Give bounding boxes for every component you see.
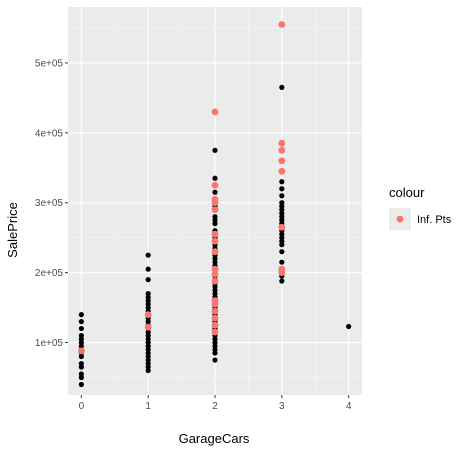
data-point-main <box>78 318 84 325</box>
legend-label-inf-pts: Inf. Pts <box>417 214 452 226</box>
data-point-inf-pts <box>211 199 219 207</box>
data-point-inf-pts <box>211 108 219 116</box>
data-point-main <box>279 193 285 199</box>
y-tick-label: 2e+05 <box>35 268 64 279</box>
data-point-inf-pts <box>77 347 85 355</box>
data-point-inf-pts <box>278 157 286 165</box>
data-point-main <box>279 179 285 185</box>
x-axis-ticks: 0 1 2 3 4 <box>79 395 352 412</box>
data-point-main <box>78 325 84 332</box>
legend-title: colour <box>389 185 425 200</box>
data-point-inf-pts <box>278 269 286 277</box>
y-tick-label: 3e+05 <box>35 198 64 209</box>
data-point-main <box>212 147 218 153</box>
data-point-main <box>212 221 218 227</box>
data-point-main <box>212 175 218 181</box>
data-point-main <box>279 242 285 248</box>
data-point-inf-pts <box>278 223 286 231</box>
data-point-main <box>279 278 285 284</box>
data-point-main <box>145 266 151 272</box>
y-tick-label: 4e+05 <box>35 128 64 139</box>
x-tick-label: 2 <box>212 401 218 412</box>
data-point-inf-pts <box>278 146 286 154</box>
data-point-main <box>145 367 151 374</box>
data-point-main <box>279 84 285 90</box>
y-axis-title: SalePrice <box>5 202 20 258</box>
data-point-inf-pts <box>211 270 219 278</box>
legend: colour Inf. Pts <box>389 185 452 230</box>
x-tick-label: 4 <box>346 401 352 412</box>
x-tick-label: 3 <box>279 401 285 412</box>
data-point-main <box>145 252 151 258</box>
data-point-inf-pts <box>211 277 219 285</box>
data-point-inf-pts <box>278 167 286 175</box>
data-point-main <box>346 323 352 330</box>
data-point-inf-pts <box>278 139 286 147</box>
data-point-inf-pts <box>211 181 219 189</box>
data-point-inf-pts <box>211 307 219 315</box>
data-point-inf-pts <box>144 323 152 331</box>
data-point-main <box>78 374 84 381</box>
data-point-inf-pts <box>211 300 219 308</box>
data-points <box>77 21 352 388</box>
data-point-main <box>212 357 218 363</box>
data-point-inf-pts <box>211 321 219 329</box>
data-point-main <box>78 353 84 360</box>
data-point-inf-pts <box>211 230 219 238</box>
legend-key-inf-pts <box>396 215 404 223</box>
data-point-inf-pts <box>211 237 219 245</box>
data-point-main <box>78 312 84 318</box>
data-point-inf-pts <box>211 328 219 336</box>
data-point-inf-pts <box>211 314 219 322</box>
x-axis-title: GarageCars <box>179 431 250 446</box>
y-axis-ticks: 1e+05 2e+05 3e+05 4e+05 5e+05 <box>35 58 68 349</box>
data-point-main <box>78 381 84 388</box>
data-point-inf-pts <box>278 21 286 28</box>
data-point-main <box>279 249 285 255</box>
data-point-main <box>279 259 285 265</box>
y-tick-label: 1e+05 <box>35 338 64 349</box>
data-point-inf-pts <box>144 311 152 319</box>
data-point-main <box>212 350 218 356</box>
data-point-inf-pts <box>211 265 219 273</box>
data-point-main <box>279 186 285 192</box>
data-point-main <box>145 277 151 283</box>
x-tick-label: 1 <box>145 401 151 412</box>
data-point-inf-pts <box>211 206 219 214</box>
y-tick-label: 5e+05 <box>35 58 64 69</box>
data-point-main <box>78 364 84 370</box>
x-tick-label: 0 <box>79 401 85 412</box>
data-point-main <box>212 189 218 195</box>
data-point-inf-pts <box>211 248 219 256</box>
